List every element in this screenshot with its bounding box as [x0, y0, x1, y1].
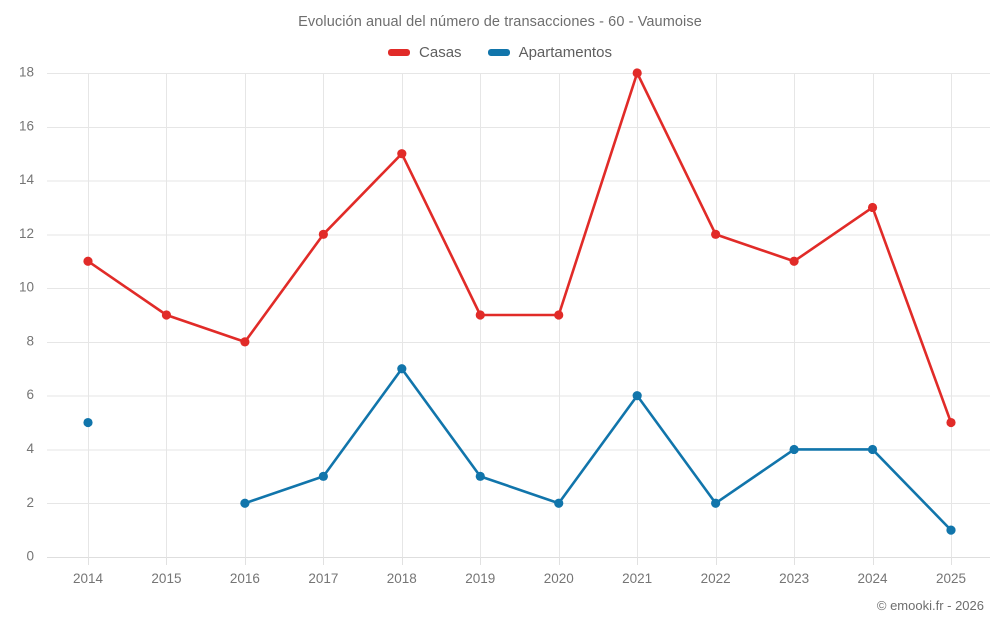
- data-point-casas-2015[interactable]: [161, 310, 172, 320]
- x-axis-tick-label: 2024: [858, 571, 889, 586]
- legend-color-swatch-icon: [487, 49, 510, 56]
- x-axis-tick-label: 2018: [387, 571, 417, 586]
- copyright-credit: © emooki.fr - 2026: [876, 598, 984, 613]
- legend-item-apartamentos[interactable]: Apartamentos: [487, 44, 612, 61]
- legend-label-casas: Casas: [419, 44, 462, 61]
- x-axis-tick-label: 2019: [465, 571, 495, 586]
- data-point-casas-2014[interactable]: [83, 256, 93, 266]
- data-point-casas-2018[interactable]: [397, 149, 407, 159]
- data-point-apartamentos-2019[interactable]: [475, 471, 485, 481]
- x-axis-tick-label: 2016: [230, 571, 260, 586]
- x-axis-tick-label: 2014: [73, 571, 104, 586]
- legend-label-apartamentos: Apartamentos: [518, 44, 612, 61]
- chart-title: Evolución anual del número de transaccio…: [298, 14, 702, 30]
- y-axis-tick-label: 0: [26, 549, 34, 564]
- data-point-casas-2024[interactable]: [867, 202, 878, 213]
- series-line-casas: [86, 71, 953, 424]
- data-point-apartamentos-2024[interactable]: [867, 444, 878, 455]
- data-point-apartamentos-2022[interactable]: [711, 498, 721, 508]
- data-point-casas-2023[interactable]: [789, 256, 799, 266]
- x-axis-tick-label: 2021: [622, 571, 652, 586]
- x-axis-tick-label: 2020: [544, 571, 574, 586]
- data-point-casas-2017[interactable]: [318, 229, 328, 239]
- data-point-apartamentos-2021[interactable]: [632, 391, 642, 401]
- chart-legend: Casas Apartamentos: [0, 44, 1000, 61]
- y-axis-tick-label: 2: [26, 495, 34, 510]
- y-axis-tick-label: 12: [19, 226, 34, 241]
- legend-color-swatch-icon: [388, 49, 411, 56]
- gridlines-group: [47, 73, 990, 565]
- y-axis-tick-label: 8: [26, 333, 34, 348]
- data-point-apartamentos-2023[interactable]: [789, 444, 799, 455]
- data-point-apartamentos-2025[interactable]: [946, 525, 956, 535]
- data-series-group: [83, 68, 956, 535]
- x-axis-tick-label: 2015: [151, 571, 181, 586]
- y-axis-tick-label: 16: [19, 118, 34, 133]
- y-axis-tick-label: 6: [26, 387, 34, 402]
- data-point-casas-2016[interactable]: [240, 337, 250, 347]
- data-point-apartamentos-2017[interactable]: [318, 471, 328, 481]
- x-axis-labels-group: 2014 2015 2016 2017 2018 2019 2020 2021 2022 2023…: [73, 571, 966, 586]
- data-point-apartamentos-2020[interactable]: [554, 498, 564, 508]
- x-axis-tick-label: 2017: [308, 571, 338, 586]
- y-axis-tick-label: 14: [19, 172, 35, 187]
- data-point-apartamentos-2014[interactable]: [83, 417, 93, 428]
- y-axis-tick-label: 4: [26, 441, 34, 456]
- data-point-casas-2025[interactable]: [946, 417, 956, 428]
- y-axis-tick-label: 10: [19, 280, 34, 295]
- data-point-casas-2021[interactable]: [632, 68, 642, 78]
- data-point-casas-2022[interactable]: [711, 229, 721, 239]
- x-axis-tick-label: 2022: [701, 571, 731, 586]
- data-point-apartamentos-2016[interactable]: [240, 498, 250, 508]
- data-point-apartamentos-2018[interactable]: [397, 364, 407, 374]
- data-point-casas-2019[interactable]: [475, 310, 485, 320]
- x-axis-tick-label: 2025: [936, 571, 966, 586]
- y-axis-labels-group: 0 2 4 6 8 10 12 14 16 18: [19, 65, 35, 564]
- y-axis-tick-label: 18: [19, 65, 34, 80]
- series-line-apartamentos: [243, 367, 953, 532]
- legend-item-casas[interactable]: Casas: [388, 44, 462, 61]
- x-axis-tick-label: 2023: [779, 571, 809, 586]
- data-point-casas-2020[interactable]: [554, 310, 564, 320]
